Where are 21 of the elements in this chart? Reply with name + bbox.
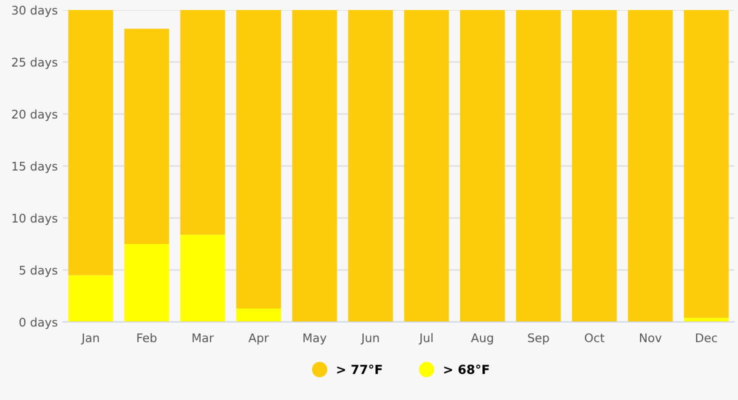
- x-tick-label: Apr: [248, 333, 269, 345]
- y-tick-label: 0 days: [20, 318, 58, 329]
- x-tick-label: Oct: [584, 333, 604, 342]
- y-tick-label: 25 days: [12, 58, 58, 69]
- x-tick-label: Mar: [192, 333, 214, 342]
- x-tick-label: Nov: [640, 333, 662, 342]
- x-tick-label: Aug: [471, 333, 493, 345]
- legend-label: > 77°F: [337, 364, 382, 374]
- x-tick-label: Jul: [418, 333, 433, 344]
- x-tick-label: May: [304, 333, 326, 345]
- y-tick-label: 20 days: [12, 110, 58, 121]
- y-tick-label: 5 days: [20, 266, 58, 277]
- y-tick-label: 10 days: [12, 214, 58, 225]
- legend-label: > 68°F: [444, 364, 489, 374]
- x-tick-label: Jun: [360, 333, 379, 344]
- x-tick-label: Sep: [528, 333, 549, 345]
- x-tick-label: Jan: [81, 333, 99, 344]
- x-tick-label: Feb: [137, 333, 156, 342]
- x-tick-label: Dec: [696, 333, 718, 342]
- y-tick-label: 30 days: [12, 6, 58, 17]
- y-tick-label: 15 days: [12, 162, 58, 173]
